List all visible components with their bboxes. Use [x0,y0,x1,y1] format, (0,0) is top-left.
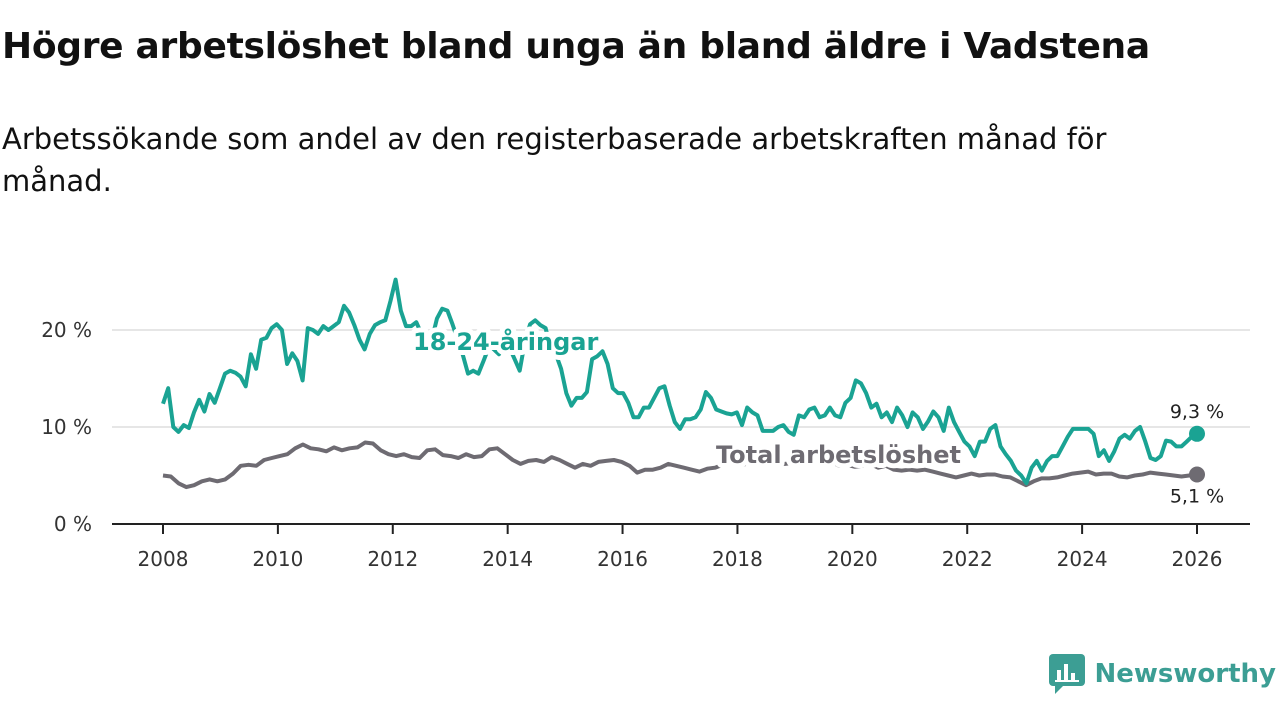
series-layer [161,277,1205,490]
end-label-youth: 9,3 % [1170,401,1224,423]
series-label-total: Total arbetslöshet [716,441,961,469]
series-line-total-end-marker [1189,466,1205,483]
axis-layer: 0 % 10 % 20 % 2008 2010 2012 2014 2016 2018 2020 2… [41,318,1250,571]
x-tick-label: 2020 [827,547,878,571]
series-line-total [162,440,1198,490]
x-tick-label: 2018 [712,547,763,571]
series-line-youth [161,277,1198,486]
series-line-youth-end-marker [1189,425,1205,442]
x-tick-label: 2008 [138,547,189,571]
x-tick-label: 2014 [482,547,533,571]
x-tick-label: 2022 [942,547,993,571]
end-label-total: 5,1 % [1170,486,1224,508]
brand-name: Newsworthy [1094,659,1276,689]
chart-title: Högre arbetslöshet bland unga än bland ä… [2,26,1150,67]
series-label-total-halo: Total arbetslöshet [716,441,961,469]
series-label-youth: 18-24-åringar [413,327,598,356]
x-tick-label: 2026 [1172,547,1223,571]
y-tick-label: 10 % [41,415,92,439]
x-tick-label: 2012 [367,547,418,571]
brand-logo: Newsworthy [1048,654,1276,694]
newsworthy-logo-icon [1048,654,1085,694]
x-tick-label: 2024 [1057,547,1108,571]
x-tick-label: 2016 [597,547,648,571]
y-tick-label: 20 % [41,318,92,342]
series-label-youth-halo: 18-24-åringar [413,327,598,356]
y-tick-label: 0 % [54,512,92,536]
x-tick-label: 2010 [252,547,303,571]
chart-subtitle: Arbetssökande som andel av den registerb… [2,122,1107,198]
